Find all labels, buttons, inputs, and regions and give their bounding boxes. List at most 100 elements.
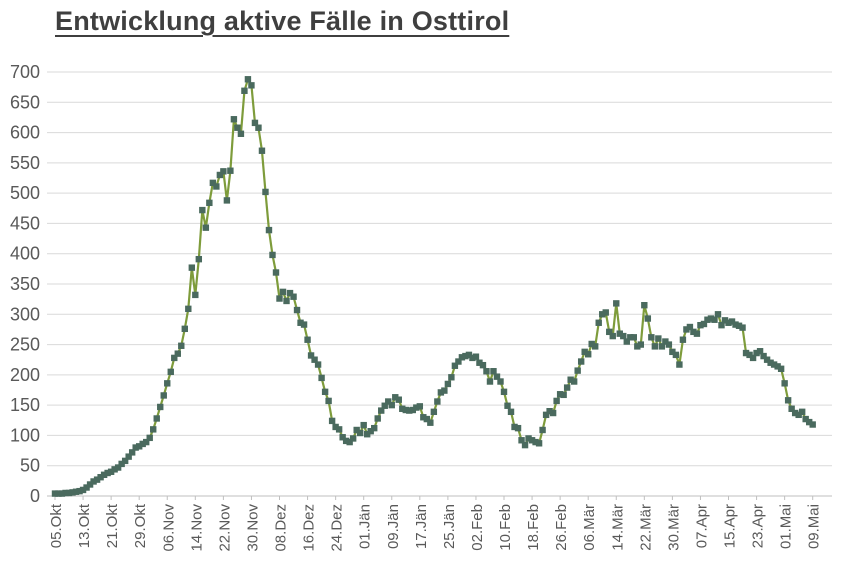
data-point [549,409,557,417]
data-point [560,391,567,399]
x-tick-label: 22.Nov [216,504,233,552]
y-tick-label: 700 [10,62,40,82]
data-point [732,321,739,328]
x-tick-label: 23.Apr [750,504,767,548]
data-point [209,179,217,187]
series-markers [51,76,816,497]
y-tick-label: 0 [30,486,40,506]
data-point [311,356,318,363]
data-point [279,288,287,296]
data-point [525,435,532,442]
series-line [53,78,814,495]
data-point [441,387,448,394]
y-tick-label: 200 [10,365,40,385]
data-point [143,438,150,446]
data-point [672,351,680,359]
y-tick-label: 500 [10,183,40,203]
data-point [374,415,381,422]
data-point [202,224,210,231]
y-tick-label: 400 [10,244,40,264]
x-tick-label: 24.Dez [329,504,346,552]
x-tick-label: 26.Feb [553,504,570,551]
data-point [216,171,224,179]
x-tick-label: 18.Feb [525,504,542,551]
data-point [704,316,711,323]
data-point [132,444,139,451]
data-point [178,342,185,349]
data-point [283,297,290,305]
data-point [248,82,255,89]
data-point [651,343,659,350]
data-point [371,424,378,432]
data-point [451,362,459,369]
data-point [174,350,181,357]
y-tick-label: 300 [10,304,40,324]
x-tick-label: 01.Mai [778,504,795,549]
data-point [693,330,701,337]
data-point [497,378,504,385]
data-point [490,368,497,375]
data-point [269,251,276,259]
x-tick-label: 17.Jän [413,504,430,549]
x-tick-label: 14.Mär [609,504,626,551]
data-point [718,321,725,329]
data-point [83,484,90,491]
x-tick-label: 22.Mär [637,504,654,551]
data-point [262,188,269,196]
data-point [437,389,445,396]
y-tick-label: 600 [10,123,40,143]
data-point [293,306,301,314]
data-point [735,322,743,329]
data-point [402,406,409,414]
data-point [641,302,648,309]
data-point [332,423,339,431]
y-tick-label: 100 [10,425,40,445]
data-point [700,320,708,328]
data-point [241,87,248,94]
data-point [111,466,118,473]
y-tick-label: 450 [10,213,40,233]
data-point [58,490,66,497]
data-point [546,408,553,415]
data-point [128,449,136,456]
data-point [753,349,760,357]
data-point [188,264,196,271]
data-point [90,478,97,485]
y-tick-label: 50 [20,456,40,476]
x-tick-label: 10.Feb [497,504,514,551]
data-point [690,328,697,336]
data-point [392,394,399,401]
data-point [567,376,574,383]
x-tick-label: 21.Okt [104,503,121,548]
data-point [781,380,788,387]
data-point [304,336,311,343]
data-point [634,343,641,350]
x-tick-label: 30.Mär [665,504,682,551]
data-point [167,368,174,376]
data-point [69,489,76,496]
data-point [585,351,592,358]
data-point [770,361,778,368]
data-point [378,407,385,414]
data-point [444,380,452,388]
data-point [335,426,343,433]
data-point [521,441,529,449]
data-point [93,476,101,483]
data-point [434,398,441,405]
data-point [364,431,371,438]
data-point [676,361,683,368]
data-point [686,323,694,331]
data-point [777,365,785,372]
data-point [581,348,588,356]
data-point [588,340,595,348]
data-point [504,402,511,409]
data-point [599,311,606,318]
data-point [199,206,206,214]
data-point [276,295,283,302]
data-point [255,124,262,131]
data-point [420,414,427,421]
data-point [683,326,690,333]
data-point [483,368,490,375]
data-point [146,434,153,442]
x-tick-label: 02.Feb [469,504,486,551]
